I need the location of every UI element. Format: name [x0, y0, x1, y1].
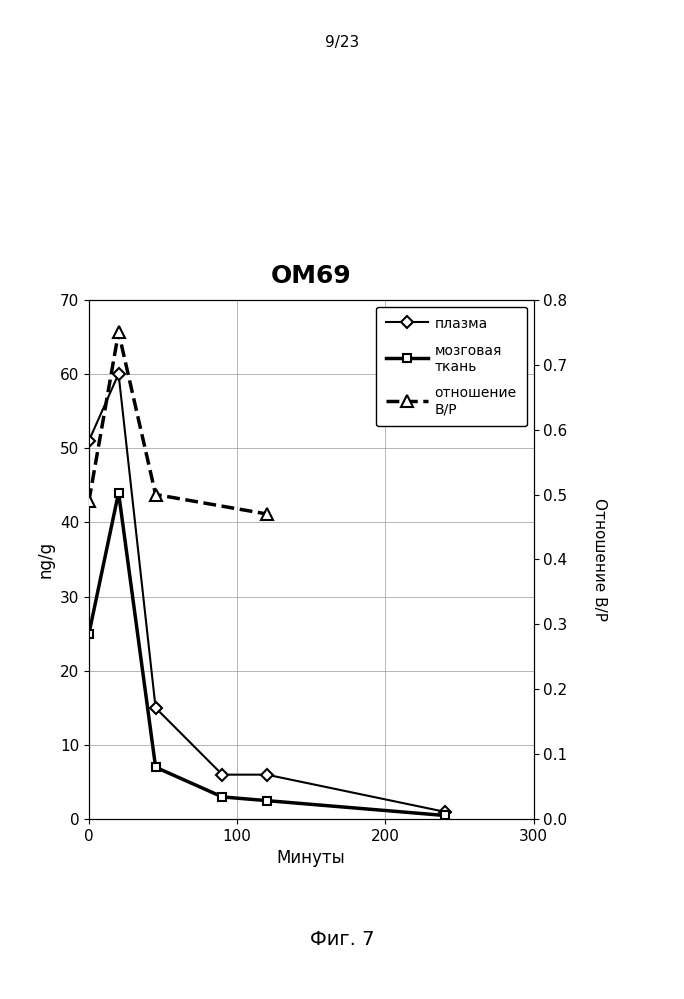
отношение
В/Р [85, 496, 93, 507]
мозговая
ткань [152, 761, 160, 773]
Text: 9/23: 9/23 [325, 35, 359, 50]
Text: Фиг. 7: Фиг. 7 [310, 929, 374, 949]
Line: отношение
В/Р: отношение В/Р [83, 326, 273, 520]
Y-axis label: ng/g: ng/g [36, 540, 54, 578]
Title: OM69: OM69 [271, 264, 352, 288]
плазма [440, 806, 449, 818]
мозговая
ткань [85, 627, 93, 639]
плазма [114, 368, 122, 380]
отношение
В/Р [152, 489, 160, 500]
Y-axis label: Отношение В/Р: Отношение В/Р [592, 498, 607, 621]
мозговая
ткань [263, 794, 271, 806]
мозговая
ткань [114, 487, 122, 499]
плазма [152, 702, 160, 714]
мозговая
ткань [440, 809, 449, 821]
Line: мозговая
ткань: мозговая ткань [85, 489, 449, 819]
мозговая
ткань [218, 791, 226, 803]
плазма [218, 768, 226, 780]
X-axis label: Минуты: Минуты [277, 849, 345, 867]
плазма [263, 768, 271, 780]
Legend: плазма, мозговая
ткань, отношение
В/Р: плазма, мозговая ткань, отношение В/Р [376, 307, 527, 427]
плазма [85, 435, 93, 447]
отношение
В/Р [263, 507, 271, 519]
отношение
В/Р [114, 326, 122, 338]
Line: плазма: плазма [85, 370, 449, 816]
